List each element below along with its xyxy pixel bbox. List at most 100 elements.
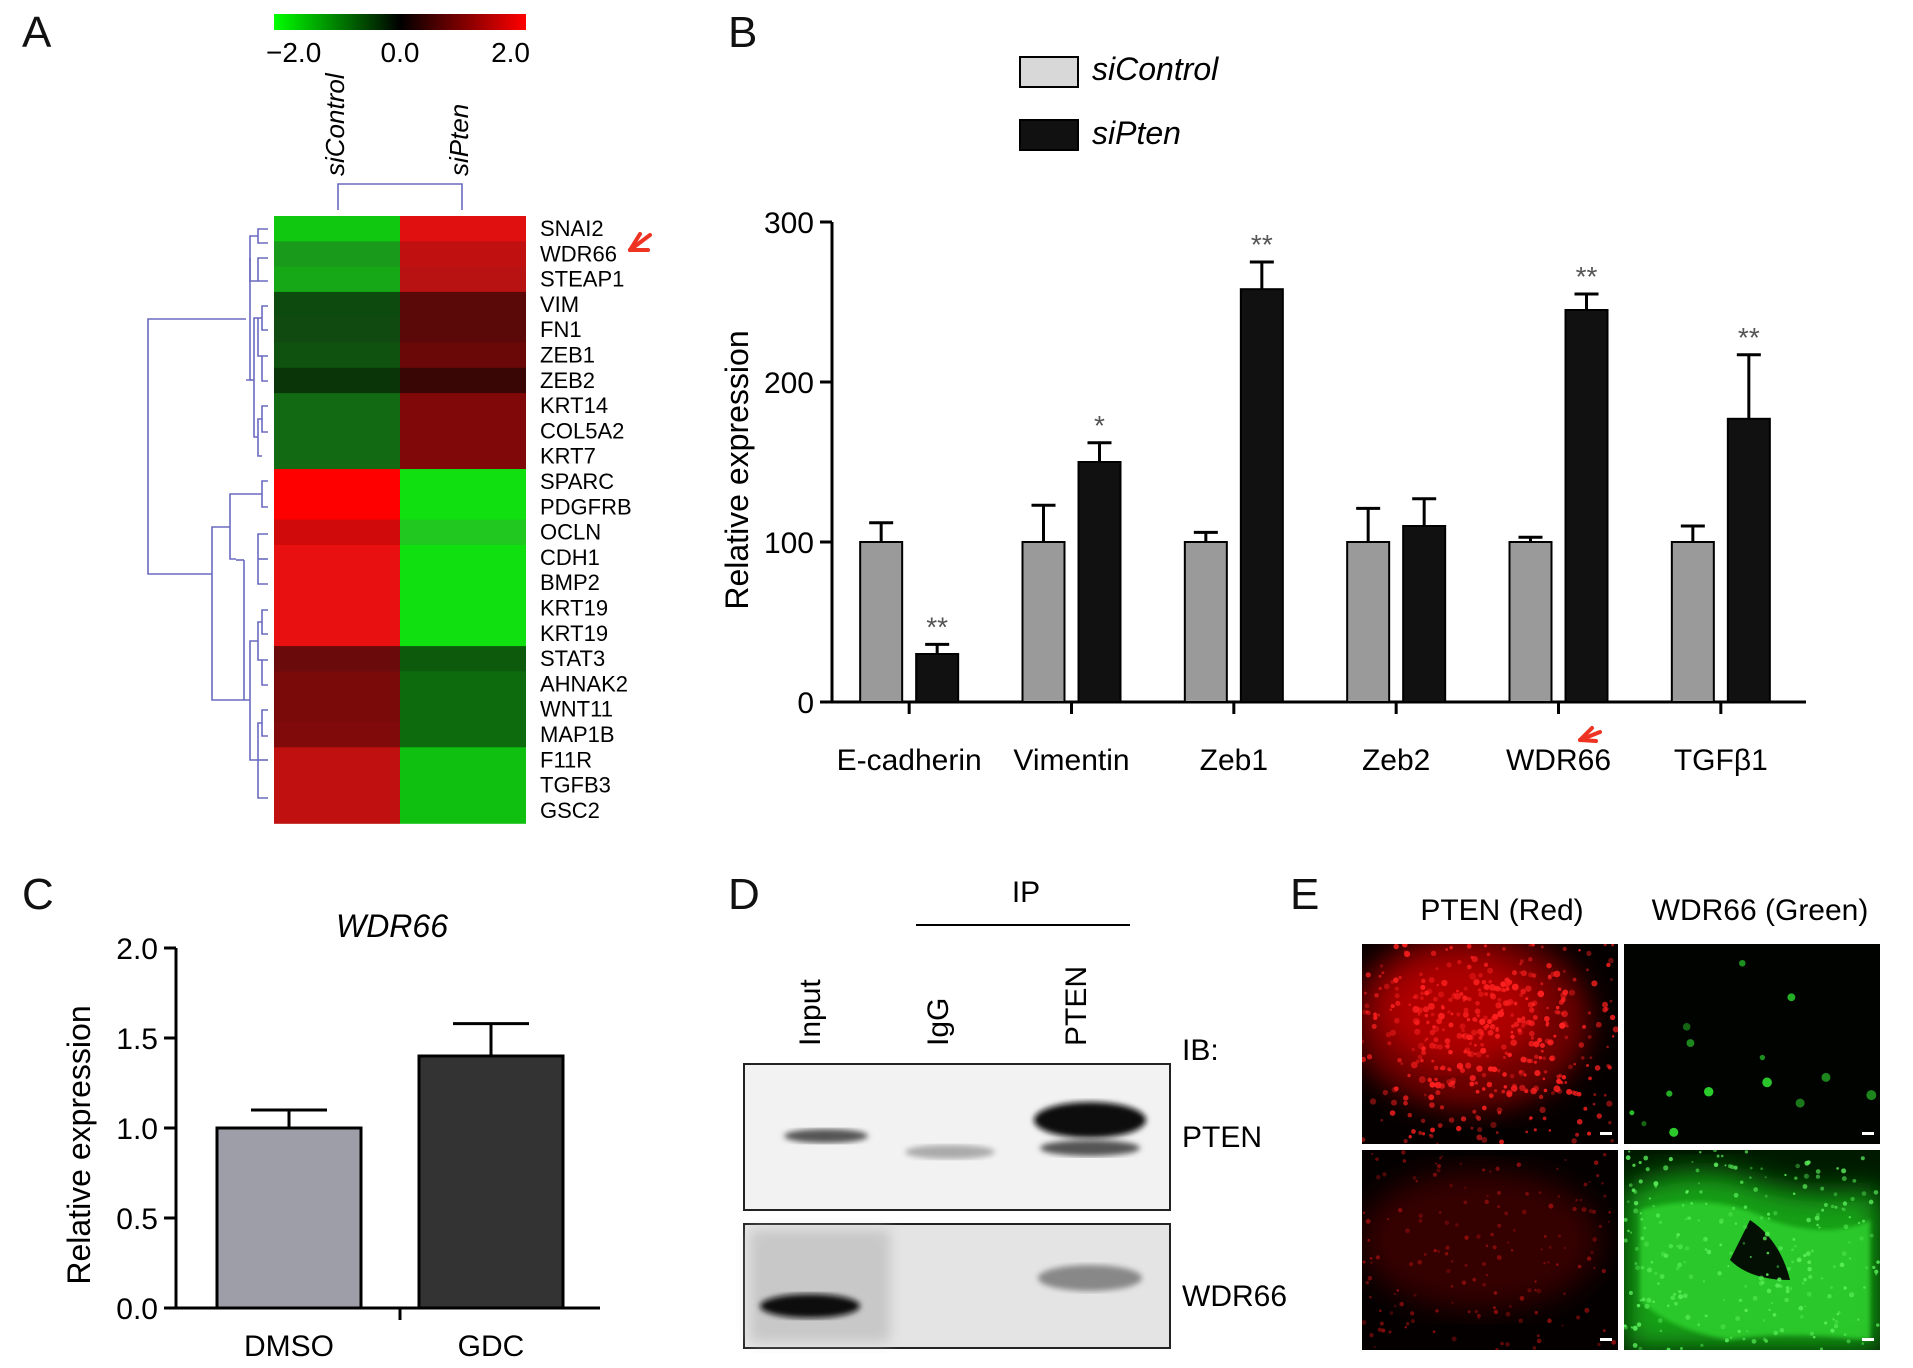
bar (1564, 309, 1609, 703)
gene-label: WDR66 (540, 241, 617, 266)
scale-bar (1600, 1132, 1612, 1135)
y-tick-label: 2.0 (116, 933, 158, 966)
heatmap-cell (400, 266, 526, 293)
legend-swatch-sipten (1019, 119, 1079, 151)
x-tick-label: Zeb1 (1200, 744, 1268, 777)
gene-label: SPARC (540, 469, 614, 494)
heatmap-cell (274, 317, 400, 344)
gene-label: CDH1 (540, 545, 600, 570)
gene-label: OCLN (540, 520, 601, 545)
heatmap-cell (400, 620, 526, 647)
heatmap-cell (400, 469, 526, 495)
heatmap-cell (274, 747, 400, 774)
heatmap-cell (400, 671, 526, 698)
significance-label: ** (926, 611, 948, 642)
legend-label-sipten: siPten (1092, 115, 1181, 151)
band-label-wdr66: WDR66 (1182, 1280, 1287, 1313)
gene-label: ZEB1 (540, 343, 595, 368)
band-input-wdr66 (760, 1294, 860, 1318)
bar (1402, 525, 1447, 703)
legend-swatch-sicontrol (1019, 56, 1079, 88)
bar-chart-c: WDR66 Relative expression 0.0 0.5 1.0 1.5 2.… (61, 908, 600, 1360)
heatmap-cell (274, 216, 400, 242)
immunofluorescence-panel: PTEN (Red) WDR66 (Green) (1362, 894, 1880, 1350)
gene-label: STAT3 (540, 646, 605, 671)
scale-bar (1862, 1338, 1874, 1341)
lane-label-igg: IgG (922, 998, 955, 1046)
panel-label-a: A (22, 8, 52, 57)
y-tick-label: 200 (764, 367, 814, 400)
heatmap-cell (274, 342, 400, 369)
heatmap-cell (274, 418, 400, 445)
heatmap-cell (274, 646, 400, 672)
gene-label: KRT19 (540, 621, 608, 646)
heatmap-cell (400, 494, 526, 521)
bar (1508, 541, 1553, 703)
x-tick-label: TGFβ1 (1674, 744, 1768, 777)
column-dendrogram (337, 183, 463, 210)
gene-label: GSC2 (540, 798, 600, 823)
chart-c-title: WDR66 (336, 908, 448, 944)
y-axis-label: Relative expression (720, 330, 755, 609)
x-tick-label: E-cadherin (837, 744, 982, 777)
heatmap-cell (274, 291, 400, 318)
heatmap-cell (400, 393, 526, 419)
bar (859, 541, 904, 703)
heatmap-cell (400, 443, 526, 470)
band-input-pten (784, 1129, 868, 1143)
heatmap-panel: −2.0 0.0 2.0 siControl siPten SNAI2WDR66STE… (147, 14, 652, 824)
gene-label: KRT7 (540, 444, 596, 469)
y-tick-label: 0 (797, 687, 814, 720)
y-tick-label: 0.5 (116, 1203, 158, 1236)
y-tick-label: 1.5 (116, 1023, 158, 1056)
heatmap-cell (400, 342, 526, 369)
heatmap-cell (274, 519, 400, 546)
scale-bar (1862, 1132, 1874, 1135)
gene-label: SNAI2 (540, 216, 604, 241)
heatmap-cell (400, 367, 526, 394)
heatmap-cell (400, 418, 526, 445)
band-igg-pten (905, 1145, 995, 1159)
scale-bar (1600, 1338, 1612, 1341)
x-tick-label: Zeb2 (1362, 744, 1430, 777)
gene-label: AHNAK2 (540, 671, 628, 696)
image-wdr66-top (1624, 944, 1880, 1144)
heatmap-cell (400, 646, 526, 672)
heatmap-cell (400, 291, 526, 318)
bar (215, 1126, 363, 1310)
significance-label: ** (1738, 322, 1760, 353)
significance-label: ** (1576, 261, 1598, 292)
gene-label: WNT11 (540, 697, 613, 722)
y-tick-label: 100 (764, 527, 814, 560)
heatmap-cell (274, 722, 400, 748)
header-pten-red: PTEN (Red) (1420, 894, 1583, 927)
heatmap-cell (274, 266, 400, 293)
heatmap-cell (400, 722, 526, 748)
heatmap-cell (274, 772, 400, 799)
heatmap-cell (400, 595, 526, 622)
significance-label: ** (1251, 229, 1273, 260)
y-tick-label: 300 (764, 207, 814, 240)
gene-label: STEAP1 (540, 267, 624, 292)
gene-label: FN1 (540, 317, 582, 342)
heatmap-cell (274, 393, 400, 419)
heatmap-cell (400, 570, 526, 597)
color-scale-bar (274, 14, 526, 30)
heatmap-cell (400, 519, 526, 546)
gene-label: ZEB2 (540, 368, 595, 393)
bar (417, 1054, 565, 1310)
gene-label: BMP2 (540, 570, 600, 595)
scale-tick-label: 0.0 (381, 37, 420, 68)
western-blot-panel: IP Input IgG PTEN IB: PTEN WDR66 (743, 876, 1287, 1349)
bar-chart-b: siControl siPten Relative expression 0 10… (720, 51, 1806, 777)
lane-label-input: Input (794, 979, 827, 1046)
y-tick-label: 1.0 (116, 1113, 158, 1146)
heatmap-cell (274, 443, 400, 470)
significance-label: * (1094, 410, 1105, 441)
red-arrow-icon (628, 232, 652, 252)
heatmap-cell (400, 772, 526, 799)
red-arrow-icon (1578, 726, 1602, 743)
band-label-pten: PTEN (1182, 1121, 1262, 1154)
heatmap-cell (400, 317, 526, 344)
bar (1726, 417, 1771, 703)
